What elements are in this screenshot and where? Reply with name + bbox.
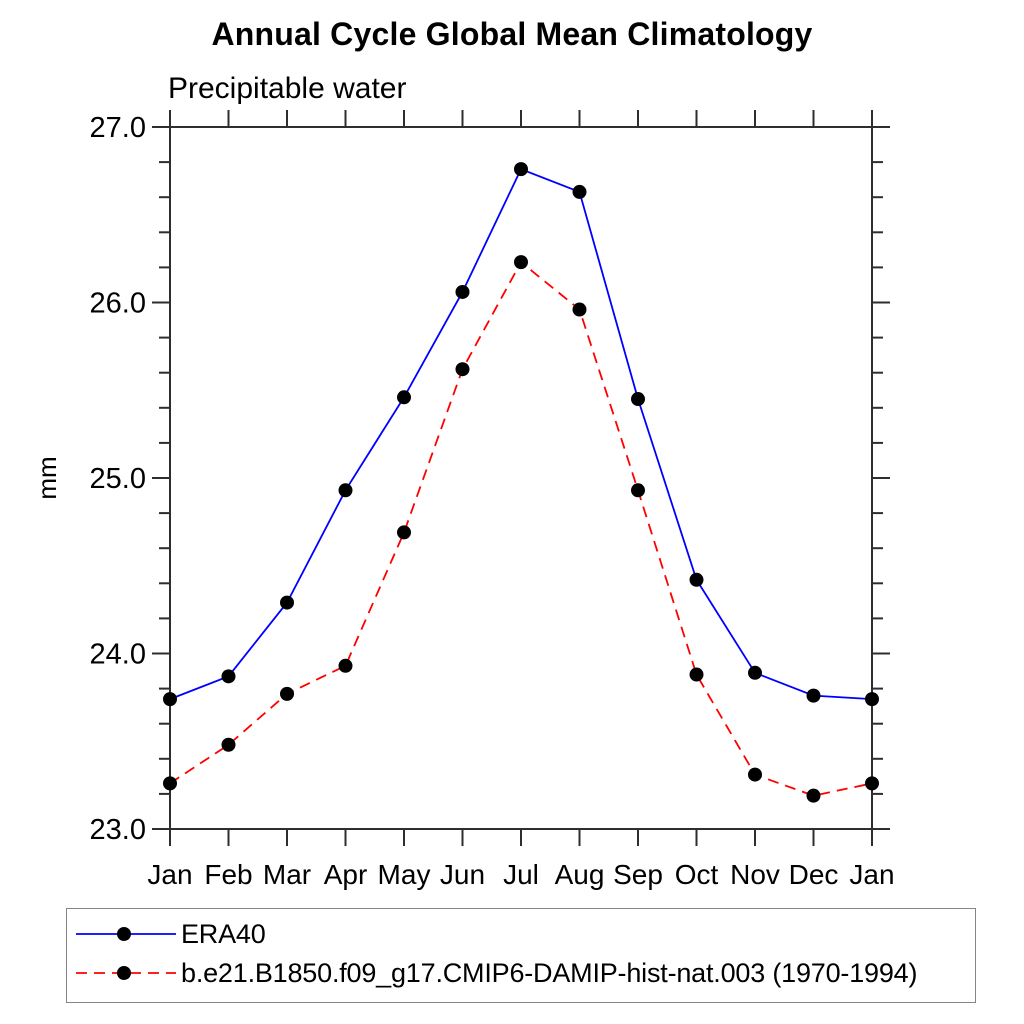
series-line-1 [169,260,873,797]
y-tick-label: 27.0 [90,112,146,144]
y-tick-label: 25.0 [90,463,146,495]
data-point-marker [280,686,294,701]
data-point-marker [338,658,353,673]
x-tick-label: Jun [440,859,485,890]
data-point-marker [748,665,762,680]
legend-item-model: b.e21.B1850.f09_g17.CMIP6-DAMIP-hist-nat… [74,958,975,988]
x-tick-label: Jan [849,859,894,890]
x-tick-label: Mar [263,859,311,890]
data-point-marker [338,483,353,498]
y-axis-label: mm [32,456,62,499]
x-tick-label: Feb [204,859,252,890]
data-point-marker [806,688,821,703]
legend-box: ERA40 b.e21.B1850.f09_g17.CMIP6-DAMIP-hi… [66,908,976,1003]
data-point-marker [280,595,294,610]
x-tick-label: Aug [555,859,605,890]
data-point-marker [163,692,177,707]
x-tick-label: Nov [730,859,780,890]
data-point-marker [455,284,470,299]
legend-label-model: b.e21.B1850.f09_g17.CMIP6-DAMIP-hist-nat… [181,958,918,988]
data-point-marker [748,767,762,782]
x-tick-label: Oct [675,859,719,890]
data-point-marker [689,667,704,682]
plot-frame [169,126,873,830]
data-point-marker [631,392,645,407]
data-point-marker [163,776,177,791]
y-tick-label: 24.0 [90,639,146,671]
data-point-marker [221,737,236,752]
data-point-marker [631,483,645,498]
data-point-marker [397,390,411,405]
x-tick-label: Sep [613,859,663,890]
x-tick-label: Jul [503,859,539,890]
data-point-marker [572,302,587,317]
chart-title: Annual Cycle Global Mean Climatology [211,16,813,52]
data-point-marker [572,184,587,199]
legend-marker [117,966,131,980]
data-point-marker [514,162,528,177]
x-tick-label: Apr [324,859,368,890]
legend-line-swatch-model [76,966,176,980]
series-line-0 [169,167,873,701]
legend-marker [117,927,131,941]
x-tick-label: Jan [147,859,192,890]
data-point-marker [397,525,411,540]
x-tick-label: May [378,859,431,890]
data-point-marker [689,572,704,587]
data-point-marker [865,692,879,707]
data-point-marker [455,362,470,377]
data-point-marker [221,669,236,684]
y-tick-label: 26.0 [90,288,146,320]
chart-subtitle: Precipitable water [168,72,407,105]
data-point-marker [865,776,879,791]
legend-label-era40: ERA40 [181,919,266,949]
legend-line-swatch-era40 [76,927,176,941]
y-tick-label: 23.0 [90,814,146,846]
x-tick-label: Dec [789,859,839,890]
data-point-marker [514,255,528,270]
data-point-marker [806,788,821,803]
legend-item-era40: ERA40 [74,919,975,949]
